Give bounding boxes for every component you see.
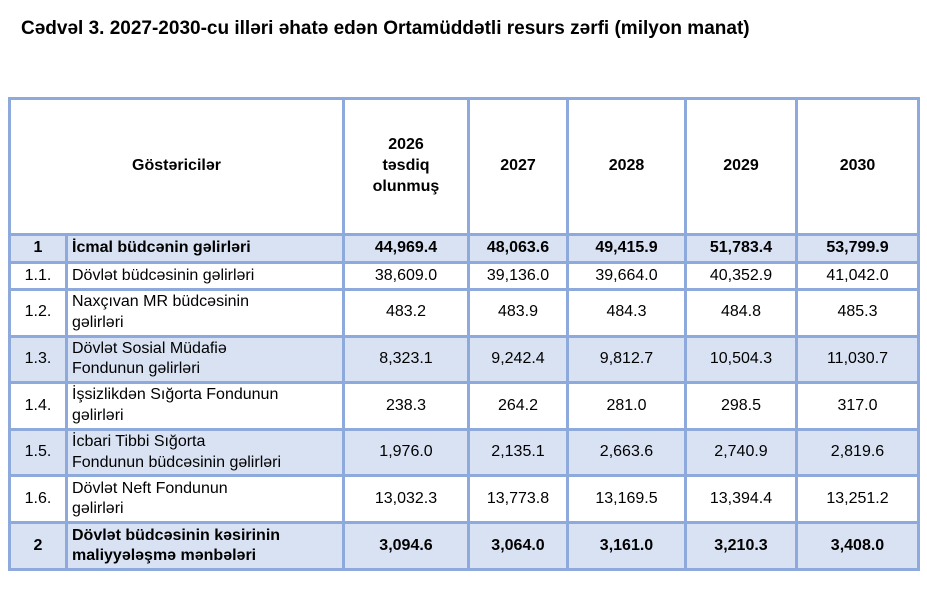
header-2030: 2030 bbox=[795, 97, 920, 236]
row-value: 9,812.7 bbox=[566, 334, 687, 385]
row-value: 2,819.6 bbox=[795, 427, 920, 478]
row-value: 2,135.1 bbox=[467, 427, 569, 478]
row-num: 2 bbox=[8, 521, 68, 572]
table-title: Cədvəl 3. 2027-2030-cu illəri əhatə edən… bbox=[21, 18, 750, 39]
row-label: Dövlət büdcəsinin gəlirləri bbox=[65, 261, 345, 291]
row-value: 13,032.3 bbox=[342, 474, 470, 525]
row-value: 3,094.6 bbox=[342, 521, 470, 572]
row-value: 49,415.9 bbox=[566, 233, 687, 264]
row-value: 483.2 bbox=[342, 288, 470, 338]
row-value: 485.3 bbox=[795, 288, 920, 338]
row-value: 298.5 bbox=[684, 381, 798, 431]
row-value: 10,504.3 bbox=[684, 334, 798, 385]
row-value: 48,063.6 bbox=[467, 233, 569, 264]
row-value: 13,169.5 bbox=[566, 474, 687, 525]
table-row: 1.5. İcbari Tibbi Sığorta Fondunun büdcə… bbox=[8, 427, 920, 478]
row-value: 3,064.0 bbox=[467, 521, 569, 572]
row-value: 483.9 bbox=[467, 288, 569, 338]
row-value: 3,210.3 bbox=[684, 521, 798, 572]
row-value: 13,251.2 bbox=[795, 474, 920, 525]
row-label: Dövlət Neft Fondunun gəlirləri bbox=[65, 474, 345, 525]
row-num: 1.1. bbox=[8, 261, 68, 291]
header-2029: 2029 bbox=[684, 97, 798, 236]
table-row: 1.6. Dövlət Neft Fondunun gəlirləri 13,0… bbox=[8, 474, 920, 525]
row-value: 484.8 bbox=[684, 288, 798, 338]
row-num: 1.2. bbox=[8, 288, 68, 338]
row-value: 3,408.0 bbox=[795, 521, 920, 572]
header-indicators: Göstəricilər bbox=[8, 97, 345, 236]
row-value: 44,969.4 bbox=[342, 233, 470, 264]
row-value: 41,042.0 bbox=[795, 261, 920, 291]
row-label: Naxçıvan MR büdcəsinin gəlirləri bbox=[65, 288, 345, 338]
row-value: 9,242.4 bbox=[467, 334, 569, 385]
row-value: 238.3 bbox=[342, 381, 470, 431]
table-row: 1.1. Dövlət büdcəsinin gəlirləri 38,609.… bbox=[8, 261, 920, 291]
table-row: 1.2. Naxçıvan MR büdcəsinin gəlirləri 48… bbox=[8, 288, 920, 338]
row-value: 13,394.4 bbox=[684, 474, 798, 525]
row-value: 2,740.9 bbox=[684, 427, 798, 478]
row-label: İcmal büdcənin gəlirləri bbox=[65, 233, 345, 264]
table-header-row: Göstəricilər 2026 təsdiq olunmuş 2027 20… bbox=[8, 97, 920, 236]
row-num: 1.5. bbox=[8, 427, 68, 478]
row-label: İşsizlikdən Sığorta Fondunun gəlirləri bbox=[65, 381, 345, 431]
table-row: 1.3. Dövlət Sosial Müdafiə Fondunun gəli… bbox=[8, 334, 920, 385]
row-value: 317.0 bbox=[795, 381, 920, 431]
table-row: 1 İcmal büdcənin gəlirləri 44,969.4 48,0… bbox=[8, 233, 920, 264]
row-value: 51,783.4 bbox=[684, 233, 798, 264]
row-label: Dövlət büdcəsinin kəsirinin maliyyələşmə… bbox=[65, 521, 345, 572]
row-value: 38,609.0 bbox=[342, 261, 470, 291]
row-label: Dövlət Sosial Müdafiə Fondunun gəlirləri bbox=[65, 334, 345, 385]
row-value: 1,976.0 bbox=[342, 427, 470, 478]
row-value: 39,136.0 bbox=[467, 261, 569, 291]
row-value: 484.3 bbox=[566, 288, 687, 338]
header-2026: 2026 təsdiq olunmuş bbox=[342, 97, 470, 236]
row-value: 264.2 bbox=[467, 381, 569, 431]
row-num: 1.4. bbox=[8, 381, 68, 431]
row-value: 40,352.9 bbox=[684, 261, 798, 291]
header-2027: 2027 bbox=[467, 97, 569, 236]
resource-table: Göstəricilər 2026 təsdiq olunmuş 2027 20… bbox=[8, 97, 920, 572]
row-num: 1 bbox=[8, 233, 68, 264]
table-row: 1.4. İşsizlikdən Sığorta Fondunun gəlirl… bbox=[8, 381, 920, 431]
header-2028: 2028 bbox=[566, 97, 687, 236]
row-value: 3,161.0 bbox=[566, 521, 687, 572]
row-value: 53,799.9 bbox=[795, 233, 920, 264]
row-num: 1.3. bbox=[8, 334, 68, 385]
row-value: 281.0 bbox=[566, 381, 687, 431]
row-value: 8,323.1 bbox=[342, 334, 470, 385]
row-value: 13,773.8 bbox=[467, 474, 569, 525]
row-value: 39,664.0 bbox=[566, 261, 687, 291]
row-value: 2,663.6 bbox=[566, 427, 687, 478]
table-row: 2 Dövlət büdcəsinin kəsirinin maliyyələş… bbox=[8, 521, 920, 572]
row-value: 11,030.7 bbox=[795, 334, 920, 385]
row-num: 1.6. bbox=[8, 474, 68, 525]
row-label: İcbari Tibbi Sığorta Fondunun büdcəsinin… bbox=[65, 427, 345, 478]
